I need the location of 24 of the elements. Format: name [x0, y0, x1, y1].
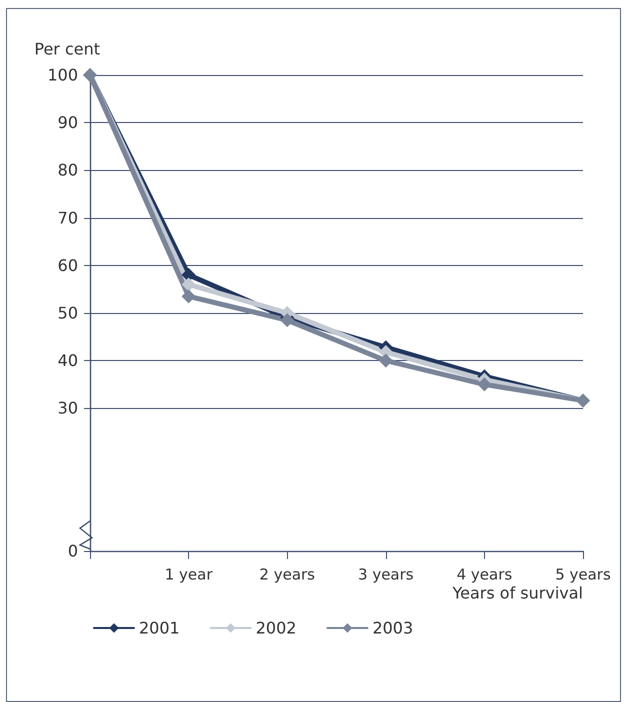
x-axis-title: Years of survival — [452, 584, 583, 602]
y-tick-label: 100 — [47, 66, 78, 84]
y-tick-label: 80 — [58, 160, 78, 180]
y-tick-label: 90 — [58, 113, 78, 132]
point — [378, 354, 393, 368]
y-axis-title: Per cent — [34, 40, 100, 58]
y-tick-label: 50 — [58, 304, 78, 322]
legend-label: 2001 — [139, 618, 180, 638]
y-tick-label: 60 — [58, 256, 78, 275]
x-tick-label: 4 years — [456, 566, 512, 584]
y-tick-label: 0 — [68, 542, 78, 560]
point — [182, 277, 196, 292]
point — [280, 313, 294, 328]
y-tick-label: 40 — [58, 351, 78, 370]
x-tick-label: 2 years — [259, 566, 316, 584]
x-tick-label: 5 years — [555, 566, 611, 584]
y-tick-label: 70 — [58, 208, 78, 228]
legend-label: 2003 — [372, 618, 414, 638]
legend-label: 2002 — [256, 618, 296, 638]
point — [182, 289, 196, 304]
y-tick-label: 30 — [58, 398, 78, 418]
point — [477, 377, 492, 392]
x-tick-label: 3 years — [358, 566, 414, 584]
x-tick-label: 1 year — [164, 566, 214, 584]
